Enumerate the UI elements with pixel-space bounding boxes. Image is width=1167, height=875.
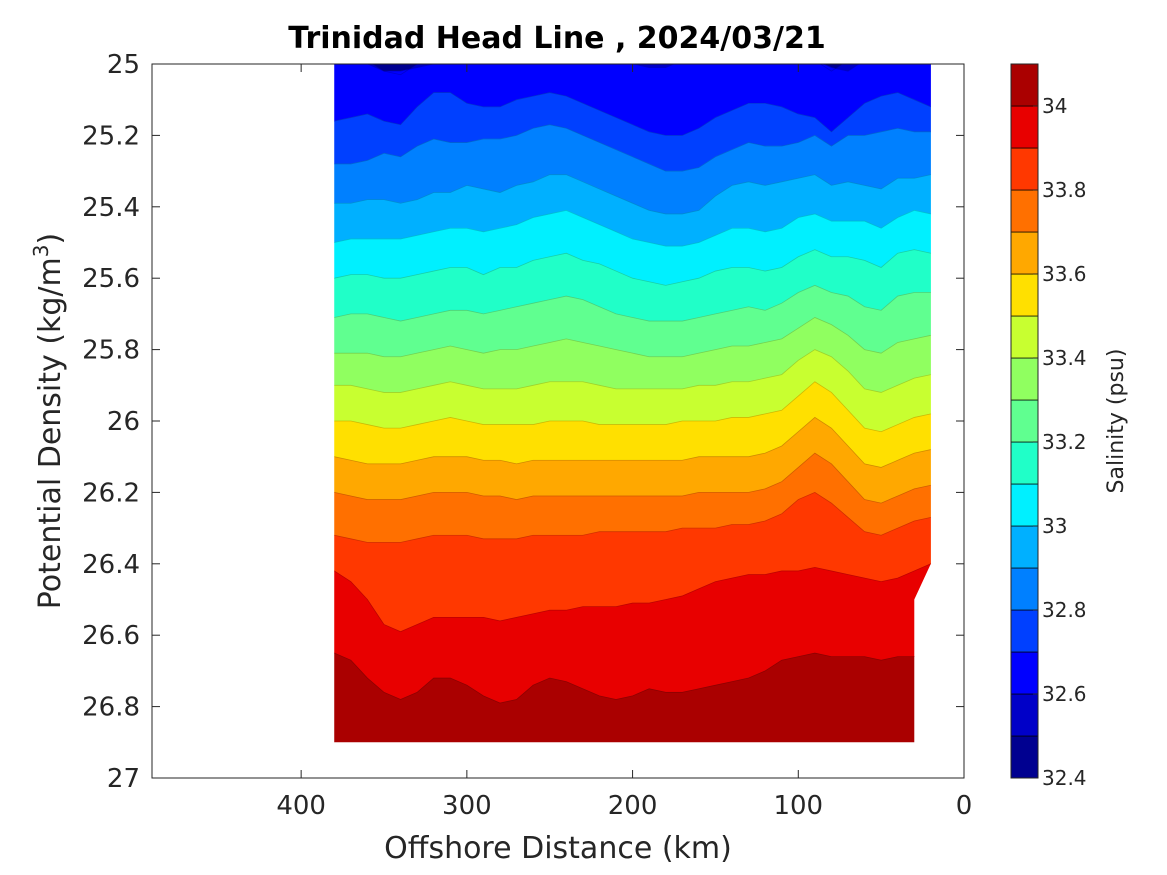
contour-line [334,64,931,72]
colorbar: 32.4 32.6 32.8 33 33.2 33.4 33.6 33.8 34 [1010,63,1087,790]
contour-fill-layer [334,64,931,743]
x-tick-label: 400 [276,791,326,821]
contour-line [334,92,931,136]
contour-line [334,124,931,172]
contour-line [334,652,931,704]
y-axis-label: Potential Density (kg/m3) [29,233,68,609]
x-tick-label: 0 [956,791,973,821]
colorbar-swatch [1010,693,1039,737]
y-axis-label-superscript: 3 [29,244,53,257]
colorbar-swatch [1010,399,1039,443]
x-axis: 400 300 200 100 0 [276,64,972,821]
colorbar-swatch [1010,735,1039,779]
colorbar-swatch [1010,483,1039,527]
colorbar-tick-label: 32.8 [1042,598,1087,622]
contour-line [334,209,931,247]
y-tick-label: 25.8 [82,336,140,366]
colorbar-swatch [1010,651,1039,695]
contour-line [334,349,931,393]
colorbar-tick-label: 32.4 [1042,766,1087,790]
y-axis-label-main: Potential Density (kg/m [33,257,68,609]
y-axis: 25 25.2 25.4 25.6 25.8 26 26.2 26.4 26.6 26.8 27 [82,50,964,794]
colorbar-swatch [1010,189,1039,233]
y-tick-label: 27 [107,764,140,794]
colorbar-swatch [1010,231,1039,275]
contour-band [334,652,931,743]
colorbar-swatch [1010,567,1039,611]
contour-line [334,174,931,215]
contour-line [334,452,931,504]
contour-line [334,284,931,322]
x-tick-label: 200 [608,791,658,821]
x-tick-label: 100 [773,791,823,821]
colorbar-swatch [1010,105,1039,149]
colorbar-swatch [1010,63,1039,107]
contour-line [334,381,931,433]
contour-line [334,563,931,633]
colorbar-swatch [1010,441,1039,485]
colorbar-swatch [1010,273,1039,317]
y-tick-label: 25.2 [82,121,140,151]
colorbar-tick-label: 32.6 [1042,682,1087,706]
x-tick-label: 300 [442,791,492,821]
y-tick-label: 25 [107,50,140,80]
colorbar-frame [1010,63,1039,779]
x-axis-label: Offshore Distance (km) [384,831,732,866]
contour-line [334,317,931,358]
colorbar-swatch [1010,525,1039,569]
colorbar-swatch [1010,357,1039,401]
colorbar-tick-label: 33 [1042,514,1067,538]
colorbar-tick-label: 33.6 [1042,262,1087,286]
y-tick-label: 26.2 [82,478,140,508]
colorbar-tick-label: 33.2 [1042,430,1087,454]
y-axis-label-suffix: ) [33,233,68,245]
y-tick-label: 25.6 [82,264,140,294]
contour-line [334,491,931,543]
y-tick-label: 26.4 [82,550,140,580]
contour-line [334,64,931,76]
y-tick-label: 25.4 [82,193,140,223]
y-tick-label: 26 [107,407,140,437]
colorbar-tick-label: 34 [1042,94,1067,118]
contour-line [334,249,931,286]
chart-title: Trinidad Head Line , 2024/03/21 [288,21,825,56]
colorbar-tick-label: 33.4 [1042,346,1087,370]
colorbar-swatch [1010,315,1039,359]
colorbar-swatch [1010,609,1039,653]
y-tick-label: 26.8 [82,693,140,723]
y-tick-label: 26.6 [82,621,140,651]
colorbar-tick-label: 33.8 [1042,178,1087,202]
colorbar-label: Salinity (psu) [1104,349,1129,494]
colorbar-swatch [1010,147,1039,191]
contour-line [334,416,931,468]
